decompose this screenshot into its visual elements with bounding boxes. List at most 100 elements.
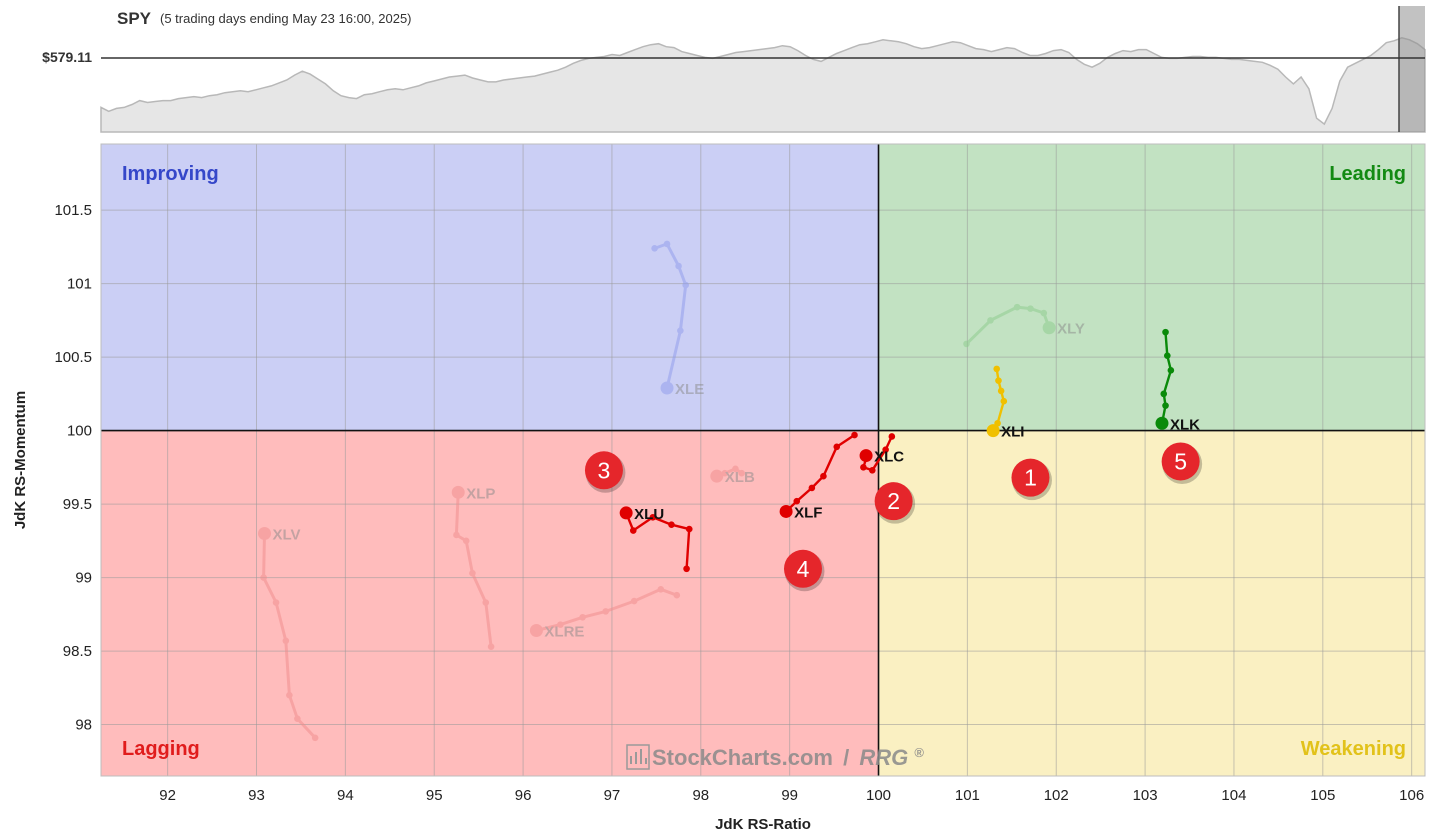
badge-2: 2 xyxy=(874,482,916,524)
series-tail xyxy=(454,490,493,649)
badge-circle xyxy=(1011,458,1050,497)
svg-text:StockCharts.com /: StockCharts.com / RRG ® xyxy=(652,745,924,770)
watermark-separator: / xyxy=(843,745,849,770)
series-point xyxy=(482,599,490,606)
series-head-point xyxy=(1155,416,1169,430)
series-head-point xyxy=(710,469,724,483)
series-xlre: XLRE xyxy=(529,586,681,640)
series-point xyxy=(462,537,470,545)
x-tick-label: 95 xyxy=(426,787,443,804)
series-head-point xyxy=(529,623,543,637)
series-head-point xyxy=(859,449,873,463)
badge-4: 4 xyxy=(783,549,825,592)
series-point xyxy=(677,327,684,334)
series-xlp: XLP xyxy=(451,485,495,650)
quadrant-labels: Improving Leading Lagging Weakening xyxy=(122,163,1406,760)
plot-area: Improving Leading Lagging Weakening StockCh… xyxy=(100,143,1426,777)
series-point xyxy=(1040,309,1048,317)
series-xlv: XLV xyxy=(258,526,319,742)
x-tick-label: 101 xyxy=(955,787,980,804)
x-tick-label: 102 xyxy=(1044,787,1069,804)
series-xli: XLI xyxy=(986,365,1024,441)
series-point xyxy=(1162,402,1169,409)
quadrant-label-weakening: Weakening xyxy=(1301,738,1406,760)
series-point xyxy=(888,433,896,440)
y-tick-label: 101 xyxy=(67,276,92,293)
series-point xyxy=(963,340,970,348)
series-point xyxy=(882,446,889,454)
series-label: XLRE xyxy=(544,623,584,640)
series-point xyxy=(997,387,1005,395)
quadrant-leading xyxy=(878,144,1425,431)
x-tick-label: 92 xyxy=(159,787,176,804)
series-point xyxy=(579,613,586,621)
series-head-point xyxy=(619,506,633,520)
watermark-product: RRG xyxy=(859,745,908,770)
y-axis-label: JdK RS-Momentum xyxy=(12,391,29,529)
y-tick-label: 100.5 xyxy=(54,349,92,366)
watermark-registered: ® xyxy=(914,745,924,760)
x-tick-label: 96 xyxy=(515,787,532,804)
series-point xyxy=(1027,305,1034,312)
series-point xyxy=(260,574,267,581)
y-tick-label: 98 xyxy=(75,717,92,734)
quadrant-label-lagging: Lagging xyxy=(122,738,200,760)
series-point xyxy=(294,715,301,722)
y-tick-label: 98.5 xyxy=(63,643,92,660)
symbol-title: SPY xyxy=(117,9,152,28)
series-point xyxy=(1013,303,1021,311)
current-period-highlight xyxy=(1399,6,1425,132)
series-head-point xyxy=(660,381,674,395)
series-point xyxy=(663,240,671,248)
badge-1: 1 xyxy=(1011,458,1052,501)
badge-number: 3 xyxy=(598,457,611,483)
stockcharts-watermark: StockCharts.com / RRG ® xyxy=(626,744,924,770)
quadrants xyxy=(101,144,1425,776)
series-point xyxy=(668,521,675,528)
series-head-point xyxy=(1042,321,1056,335)
y-axis-ticks: 98 98.5 99 99.5 100 100.5 101 101.5 xyxy=(54,202,92,733)
quadrant-label-improving: Improving xyxy=(122,163,219,185)
series-point xyxy=(630,597,638,605)
y-tick-label: 100 xyxy=(67,423,92,440)
x-tick-label: 98 xyxy=(692,787,709,804)
series-point xyxy=(673,591,681,599)
x-tick-label: 93 xyxy=(248,787,265,804)
badge-circle xyxy=(584,451,623,490)
x-tick-label: 99 xyxy=(781,787,798,804)
x-tick-label: 106 xyxy=(1399,787,1424,804)
quadrant-weakening xyxy=(878,430,1425,776)
x-tick-label: 94 xyxy=(337,787,354,804)
series-layer: XLE XLY XLI XLK XLC XLF XLU XLB XLP XLRE XLV xyxy=(258,240,1200,742)
series-xlu: XLU xyxy=(619,506,693,573)
series-xlf: XLF xyxy=(779,431,858,521)
badge-layer: 1 2 3 4 5 xyxy=(584,442,1203,592)
series-point xyxy=(1162,328,1169,336)
series-point xyxy=(272,599,280,606)
series-point xyxy=(793,497,801,505)
watermark-logo-icon xyxy=(626,744,650,770)
series-point xyxy=(995,377,1002,384)
series-xle: XLE xyxy=(651,240,704,398)
series-point xyxy=(469,569,476,577)
series-label: XLF xyxy=(794,504,822,521)
series-point xyxy=(487,643,495,650)
series-label: XLK xyxy=(1170,416,1200,433)
series-point xyxy=(993,365,1000,373)
badge-5: 5 xyxy=(1161,442,1203,484)
series-point xyxy=(657,586,665,593)
series-point xyxy=(685,525,693,533)
series-xlc: XLC xyxy=(859,433,904,474)
series-label: XLB xyxy=(725,469,755,486)
badge-number: 4 xyxy=(797,556,810,582)
badge-circle xyxy=(783,549,822,588)
series-point xyxy=(868,466,876,474)
series-point xyxy=(860,464,867,471)
series-head-point xyxy=(451,485,465,499)
series-label: XLE xyxy=(675,381,704,398)
series-point xyxy=(833,443,841,451)
series-point xyxy=(286,691,293,699)
series-point xyxy=(738,469,745,477)
series-point xyxy=(557,621,564,628)
